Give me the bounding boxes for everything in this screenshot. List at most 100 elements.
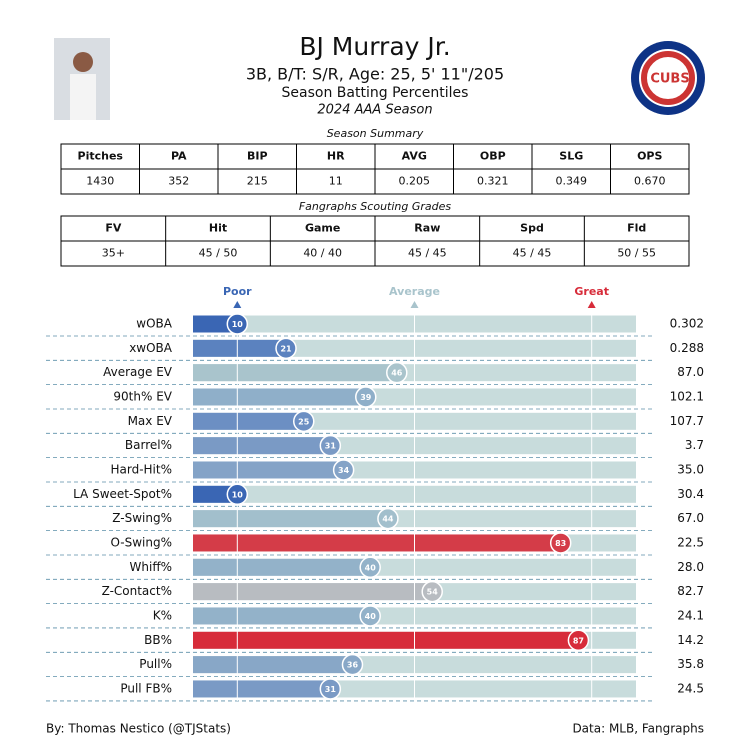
value-marker xyxy=(226,483,249,506)
value-label: 25 xyxy=(298,417,310,426)
scale-marker xyxy=(410,301,419,308)
table-cell: 45 / 45 xyxy=(408,247,447,260)
category-label: Z-Swing% xyxy=(112,511,172,525)
category-label: Barrel% xyxy=(125,438,172,452)
table-header: PA xyxy=(171,150,187,163)
table-header: OBP xyxy=(480,150,506,163)
stat-value: 87.0 xyxy=(677,365,704,379)
bar xyxy=(193,534,561,552)
stat-value: 102.1 xyxy=(670,389,704,403)
logo-inner xyxy=(639,49,697,107)
value-marker xyxy=(359,605,381,627)
value-marker xyxy=(567,629,590,652)
table-header: OPS xyxy=(637,150,662,163)
table-header: Spd xyxy=(520,222,544,235)
value-label: 21 xyxy=(280,344,292,353)
table-header: FV xyxy=(105,222,122,235)
table-header: AVG xyxy=(402,150,427,163)
table-header: Game xyxy=(305,222,340,235)
subtitle: Season Batting Percentiles xyxy=(282,85,469,101)
table-cell: 0.670 xyxy=(634,175,666,188)
table-cell: 0.321 xyxy=(477,175,509,188)
value-marker xyxy=(386,361,408,384)
value-label: 40 xyxy=(365,563,377,572)
bar xyxy=(193,461,344,479)
value-label: 44 xyxy=(382,515,394,524)
value-label: 54 xyxy=(427,588,439,597)
category-label: Pull% xyxy=(139,657,172,671)
stat-value: 24.5 xyxy=(677,681,704,695)
category-label: Z-Contact% xyxy=(102,584,172,598)
value-marker xyxy=(332,459,355,481)
value-label: 46 xyxy=(391,369,403,378)
logo-text: CUBS xyxy=(650,72,689,87)
value-marker xyxy=(359,556,381,579)
scale-marker xyxy=(233,301,242,308)
category-label: Average EV xyxy=(103,365,173,379)
table-cell: 0.349 xyxy=(556,175,588,188)
value-marker xyxy=(355,386,377,408)
stat-value: 107.7 xyxy=(670,414,704,428)
footer-left: By: Thomas Nestico (@TJStats) xyxy=(46,722,231,736)
value-marker xyxy=(275,337,297,360)
value-marker xyxy=(226,313,249,335)
table-header: BIP xyxy=(247,150,268,163)
table-cell: 50 / 55 xyxy=(617,247,656,260)
summary-title: Season Summary xyxy=(327,127,424,140)
value-marker xyxy=(549,532,572,554)
table-cell: 1430 xyxy=(86,175,114,188)
value-label: 31 xyxy=(325,442,337,451)
stat-value: 28.0 xyxy=(677,560,704,574)
footer-right: Data: MLB, Fangraphs xyxy=(572,722,704,736)
category-label: Whiff% xyxy=(130,560,172,574)
table-header: Hit xyxy=(209,222,227,235)
value-label: 36 xyxy=(347,661,359,670)
value-marker xyxy=(341,653,364,676)
category-label: 90th% EV xyxy=(113,389,172,403)
value-label: 10 xyxy=(232,490,244,499)
stat-value: 24.1 xyxy=(677,608,704,622)
table-cell: 35+ xyxy=(102,247,125,260)
table-header: HR xyxy=(327,150,345,163)
category-label: xwOBA xyxy=(129,341,173,355)
stat-value: 35.0 xyxy=(677,462,704,476)
stat-value: 30.4 xyxy=(677,487,704,501)
scale-label: Great xyxy=(574,285,609,298)
category-label: Hard-Hit% xyxy=(110,462,172,476)
scale-label: Poor xyxy=(223,285,252,298)
bar xyxy=(193,315,238,333)
bar xyxy=(193,437,331,455)
stat-value: 67.0 xyxy=(677,511,704,525)
table-cell: 11 xyxy=(329,175,343,188)
value-label: 34 xyxy=(338,466,350,475)
value-marker xyxy=(421,580,443,603)
table-cell: 352 xyxy=(168,175,189,188)
value-label: 83 xyxy=(555,539,566,548)
value-label: 87 xyxy=(573,636,584,645)
bar xyxy=(193,607,371,625)
stat-value: 22.5 xyxy=(677,535,704,549)
category-label: Max EV xyxy=(128,414,173,428)
season: 2024 AAA Season xyxy=(317,103,432,118)
stat-value: 14.2 xyxy=(677,633,704,647)
bar xyxy=(193,558,371,576)
value-label: 40 xyxy=(365,612,377,621)
logo-c xyxy=(641,51,695,105)
value-label: 31 xyxy=(325,685,337,694)
player-info: 3B, B/T: S/R, Age: 25, 5' 11"/205 xyxy=(246,65,504,84)
bar xyxy=(193,388,366,406)
bar xyxy=(193,656,353,674)
table-header: Pitches xyxy=(78,150,124,163)
category-label: O-Swing% xyxy=(111,535,173,549)
scale-label: Average xyxy=(389,285,440,298)
value-label: 10 xyxy=(232,320,244,329)
table-cell: 45 / 50 xyxy=(199,247,238,260)
scouting-title: Fangraphs Scouting Grades xyxy=(299,200,452,213)
stat-value: 35.8 xyxy=(677,657,704,671)
table-cell: 215 xyxy=(247,175,268,188)
table-header: Fld xyxy=(627,222,646,235)
bar xyxy=(193,485,238,503)
bar xyxy=(193,364,397,382)
value-marker xyxy=(293,410,315,433)
